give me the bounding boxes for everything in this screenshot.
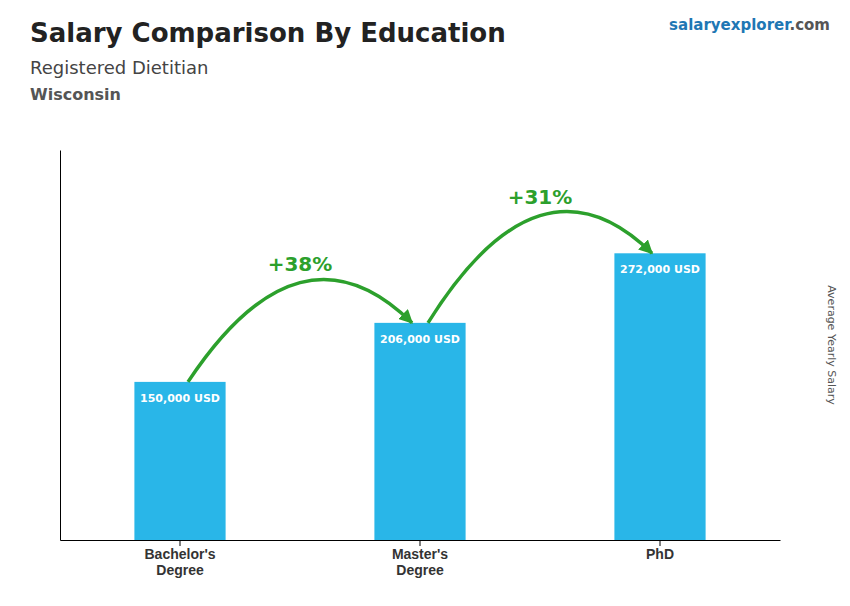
x-tick-label-line: Degree (396, 562, 444, 578)
data-label: 272,000 USD (620, 263, 700, 276)
title: Salary Comparison By Education (30, 18, 506, 48)
y-axis-line (60, 151, 61, 541)
y-axis (60, 151, 61, 541)
x-axis: Bachelor'sDegreeMaster'sDegreePhD (61, 540, 781, 578)
data-labels: 150,000 USD 206,000 USD 272,000 USD (140, 263, 700, 405)
x-tick-label-line: Master's (392, 546, 448, 562)
x-tick: Bachelor'sDegree (144, 540, 215, 578)
data-label: 206,000 USD (380, 333, 460, 346)
pct-label: +38% (268, 252, 333, 276)
pct-arc (188, 279, 412, 381)
location: Wisconsin (30, 85, 121, 104)
chart: Salary Comparison By Education Registered… (0, 0, 850, 606)
subtitle: Registered Dietitian (30, 57, 208, 78)
x-tick-label: PhD (646, 546, 674, 562)
plot: Bachelor'sDegreeMaster'sDegreePhD150,000… (61, 151, 781, 579)
x-tick-label-line: Bachelor's (144, 546, 215, 562)
brand: salaryexplorer.com (669, 16, 830, 34)
data-label: 150,000 USD (140, 392, 220, 405)
x-tick-label-line: PhD (646, 546, 674, 562)
bar (614, 253, 705, 540)
annotations: +38% +31% (188, 185, 652, 382)
brand-part: salary (669, 16, 721, 34)
bar (374, 323, 465, 540)
x-tick: PhD (646, 540, 674, 562)
brand-part: explorer (721, 16, 793, 34)
pct-arc (428, 212, 652, 323)
x-tick-label: Master'sDegree (392, 546, 448, 578)
pct-label: +31% (508, 185, 573, 209)
x-tick-label-line: Degree (156, 562, 204, 578)
brand-part: .com (789, 16, 830, 34)
x-tick-label: Bachelor'sDegree (144, 546, 215, 578)
y-label: Average Yearly Salary (825, 285, 838, 405)
bars (134, 253, 705, 540)
x-tick: Master'sDegree (392, 540, 448, 578)
bar (134, 382, 225, 540)
